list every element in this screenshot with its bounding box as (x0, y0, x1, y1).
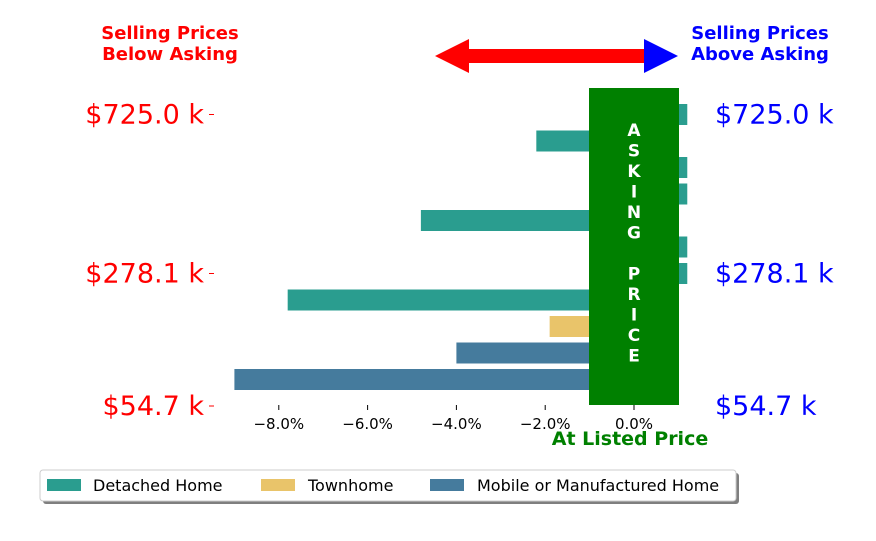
legend-swatch-mobile (430, 479, 464, 491)
x-tick-label-0: −8.0% (253, 415, 304, 433)
y-tick-label-left-2: $54.7 k (102, 391, 204, 422)
asking-letter-5: G (627, 224, 641, 244)
y-tick-label-left-1: $278.1 k (85, 259, 204, 290)
legend-frame (39, 469, 737, 502)
left-header-line-1: Selling Prices (101, 23, 238, 44)
asking-letter-11: E (628, 347, 640, 367)
legend-label-detached: Detached Home (93, 476, 223, 495)
right-header-line-1: Selling Prices (691, 23, 828, 44)
at-listed-price-label: At Listed Price (552, 428, 708, 450)
bar-4 (420, 210, 634, 231)
asking-letter-1: S (628, 142, 640, 162)
x-tick-label-1: −6.0% (342, 415, 393, 433)
x-tick-label-3: −2.0% (520, 415, 571, 433)
legend-swatch-townhome (261, 479, 295, 491)
x-axis: −8.0% −6.0% −4.0% −2.0% 0.0% (253, 405, 653, 433)
asking-letter-0: A (627, 121, 641, 141)
asking-letter-8: R (627, 285, 640, 305)
asking-letter-9: I (631, 306, 637, 326)
right-header-line-2: Above Asking (691, 44, 829, 65)
x-tick-label-4: 0.0% (615, 415, 653, 433)
y-tick-label-left-0: $725.0 k (85, 100, 204, 131)
legend: Detached Home Townhome Mobile or Manufac… (39, 469, 739, 504)
asking-letter-10: C (628, 326, 640, 346)
left-header-line-2: Below Asking (102, 44, 238, 65)
asking-price-box (589, 88, 679, 405)
bar-10 (234, 369, 634, 390)
y-tick-label-right-1: $278.1 k (715, 259, 834, 290)
legend-label-townhome: Townhome (307, 476, 393, 495)
y-tick-label-right-0: $725.0 k (715, 100, 834, 131)
legend-label-mobile: Mobile or Manufactured Home (477, 476, 719, 495)
arrow-right-head (644, 39, 678, 73)
asking-letter-7: P (628, 265, 640, 285)
arrow-shaft (468, 49, 646, 63)
y-tick-label-right-2: $54.7 k (715, 391, 817, 422)
asking-letter-3: I (631, 183, 637, 203)
x-tick-label-2: −4.0% (431, 415, 482, 433)
legend-swatch-detached (47, 479, 81, 491)
asking-letter-2: K (627, 162, 641, 182)
direction-arrow (435, 39, 678, 73)
bar-7 (287, 289, 634, 311)
y-tick-labels: $725.0 k $725.0 k $278.1 k $278.1 k $54.7 k $… (85, 100, 834, 423)
asking-letter-4: N (627, 203, 641, 223)
arrow-left-head (435, 39, 469, 73)
